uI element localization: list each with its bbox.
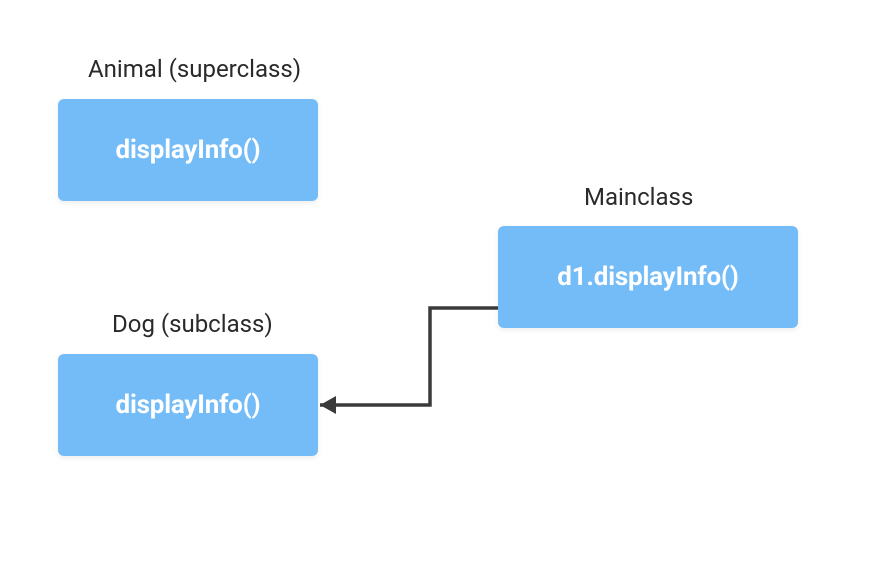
mainclass-label: Mainclass <box>584 183 693 211</box>
mainclass-box: d1.displayInfo() <box>498 226 798 328</box>
dog-method-text: displayInfo() <box>116 390 261 420</box>
mainclass-call-text: d1.displayInfo() <box>557 262 738 292</box>
dog-class-box: displayInfo() <box>58 354 318 456</box>
animal-method-text: displayInfo() <box>116 135 261 165</box>
dog-class-label: Dog (subclass) <box>112 310 273 338</box>
animal-class-box: displayInfo() <box>58 99 318 201</box>
animal-class-label: Animal (superclass) <box>88 55 301 83</box>
